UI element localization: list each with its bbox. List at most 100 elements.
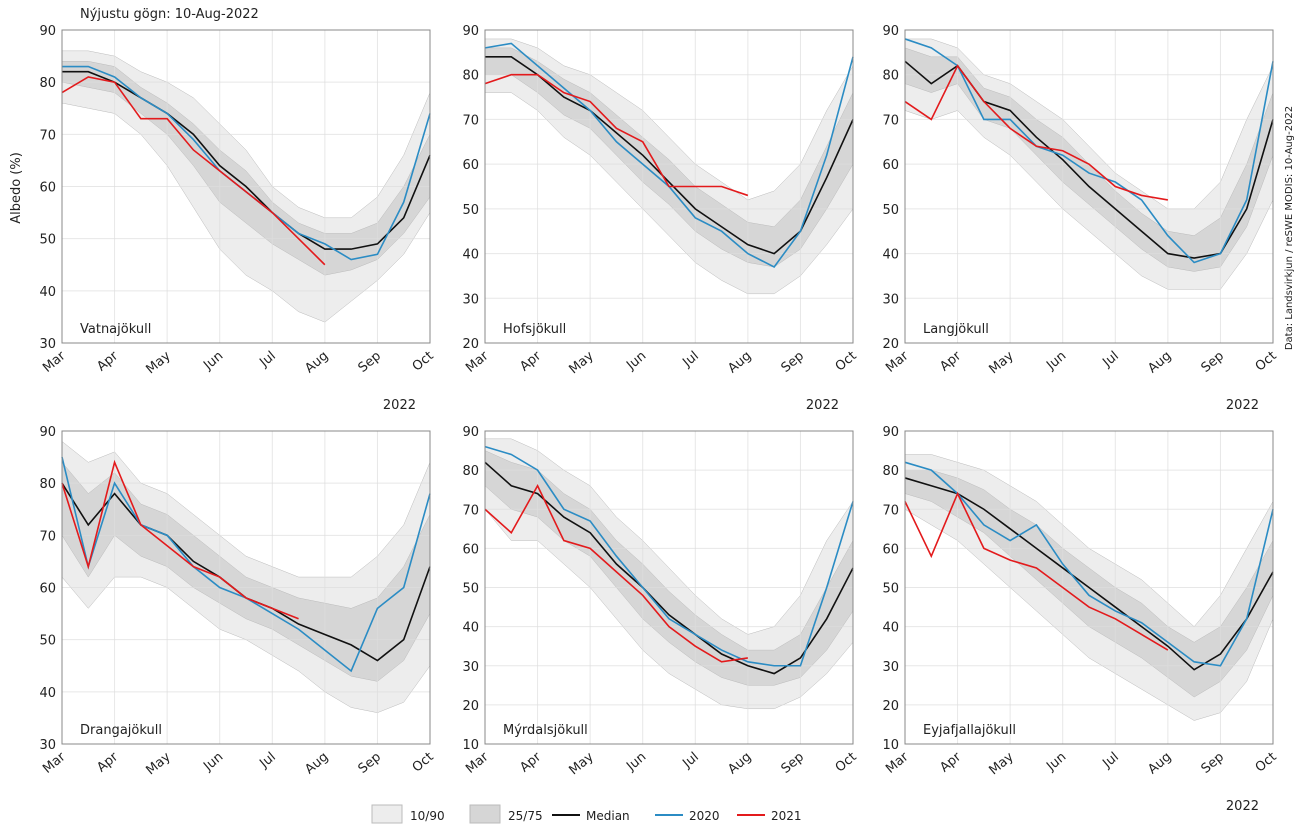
x-tick-label: Sep [1199, 349, 1227, 376]
y-tick-label: 20 [882, 337, 899, 352]
x-axis-label: 2022 [383, 398, 416, 413]
legend-label: 2021 [771, 809, 802, 823]
x-tick-label: Sep [356, 750, 384, 777]
y-tick-label: 80 [39, 477, 56, 492]
y-tick-label: 10 [462, 738, 479, 753]
y-tick-label: 40 [882, 248, 899, 263]
x-tick-label: Apr [517, 348, 544, 374]
series-line [484, 73, 749, 197]
x-axis-label: 2022 [1226, 398, 1259, 413]
y-tick-label: 80 [462, 464, 479, 479]
x-tick-label: Jun [1043, 750, 1069, 775]
plot-frame [904, 430, 1274, 745]
y-tick-label: 80 [882, 464, 899, 479]
y-tick-label: 70 [462, 113, 479, 128]
y-tick-label: 80 [882, 69, 899, 84]
y-tick-label: 80 [462, 69, 479, 84]
x-tick-label: Jun [623, 750, 649, 775]
series-line [904, 38, 1274, 264]
y-tick-label: 50 [462, 203, 479, 218]
x-tick-label: May [986, 348, 1016, 377]
x-axis-label: 2022 [806, 398, 839, 413]
y-tick-label: 40 [39, 686, 56, 701]
y-tick-label: 90 [462, 425, 479, 440]
legend-label: 2020 [689, 809, 720, 823]
series-line [484, 484, 748, 663]
x-tick-label: May [143, 749, 173, 778]
legend-label: 25/75 [508, 809, 543, 823]
y-tick-label: 30 [39, 738, 56, 753]
y-tick-label: 20 [882, 699, 899, 714]
x-tick-label: Oct [1253, 349, 1280, 375]
x-tick-label: Aug [302, 750, 331, 778]
band [904, 469, 1274, 698]
legend-swatch [469, 804, 501, 824]
y-tick-label: 40 [462, 621, 479, 636]
y-tick-label: 20 [462, 337, 479, 352]
x-tick-label: Sep [779, 349, 807, 376]
x-tick-label: Mar [883, 348, 912, 376]
y-tick-label: 50 [39, 634, 56, 649]
x-tick-label: Apr [94, 348, 121, 374]
y-tick-label: 60 [39, 582, 56, 597]
x-tick-label: Oct [1253, 750, 1280, 776]
series-line [904, 64, 1168, 201]
plot-frame [61, 430, 431, 745]
plot-frame [61, 29, 431, 344]
y-tick-label: 70 [39, 529, 56, 544]
y-tick-label: 90 [39, 24, 56, 39]
x-axis-label: 2022 [1226, 799, 1259, 814]
x-tick-label: Jul [256, 750, 278, 772]
panel-title: Vatnajökull [80, 322, 151, 337]
y-tick-label: 60 [882, 158, 899, 173]
series-line [484, 445, 854, 667]
x-tick-label: May [143, 348, 173, 377]
legend-swatch [371, 804, 403, 824]
y-tick-label: 70 [39, 128, 56, 143]
x-tick-label: Oct [833, 349, 860, 375]
y-axis-label: Albedo (%) [9, 152, 24, 224]
x-tick-label: Aug [725, 750, 754, 778]
x-tick-label: Mar [463, 348, 492, 376]
x-tick-label: Mar [40, 348, 69, 376]
series-line [61, 76, 326, 266]
y-tick-label: 30 [462, 292, 479, 307]
panel-title: Eyjafjallajökull [923, 723, 1016, 738]
y-tick-label: 50 [39, 233, 56, 248]
legend-label: 10/90 [410, 809, 445, 823]
y-tick-label: 70 [882, 113, 899, 128]
x-tick-label: Jul [679, 349, 701, 371]
x-tick-label: Apr [937, 749, 964, 775]
x-tick-label: Apr [94, 749, 121, 775]
series-line [485, 56, 854, 255]
figure-title: Nýjustu gögn: 10-Aug-2022 [80, 7, 259, 22]
x-tick-label: Sep [1199, 750, 1227, 777]
x-tick-label: Mar [883, 749, 912, 777]
x-tick-label: Jun [200, 349, 226, 374]
y-tick-label: 50 [882, 582, 899, 597]
y-tick-label: 80 [39, 76, 56, 91]
y-tick-label: 30 [462, 660, 479, 675]
x-tick-label: Sep [779, 750, 807, 777]
y-tick-label: 30 [882, 660, 899, 675]
plot-frame [484, 29, 854, 344]
x-tick-label: May [566, 749, 596, 778]
series-line [904, 477, 1274, 671]
plot-frame [904, 29, 1274, 344]
y-tick-label: 60 [39, 181, 56, 196]
x-tick-label: Jul [1099, 750, 1121, 772]
x-tick-label: Jun [200, 750, 226, 775]
x-tick-label: Oct [410, 750, 437, 776]
series-line [904, 491, 1169, 651]
series-line [62, 70, 431, 250]
y-tick-label: 50 [882, 203, 899, 218]
x-tick-label: Jun [623, 349, 649, 374]
x-tick-label: Aug [1145, 349, 1174, 377]
y-tick-label: 60 [882, 542, 899, 557]
series-line [484, 461, 854, 675]
x-tick-label: Aug [302, 349, 331, 377]
panel-title: Hofsjökull [503, 322, 566, 337]
y-tick-label: 70 [462, 503, 479, 518]
y-tick-label: 40 [39, 285, 56, 300]
